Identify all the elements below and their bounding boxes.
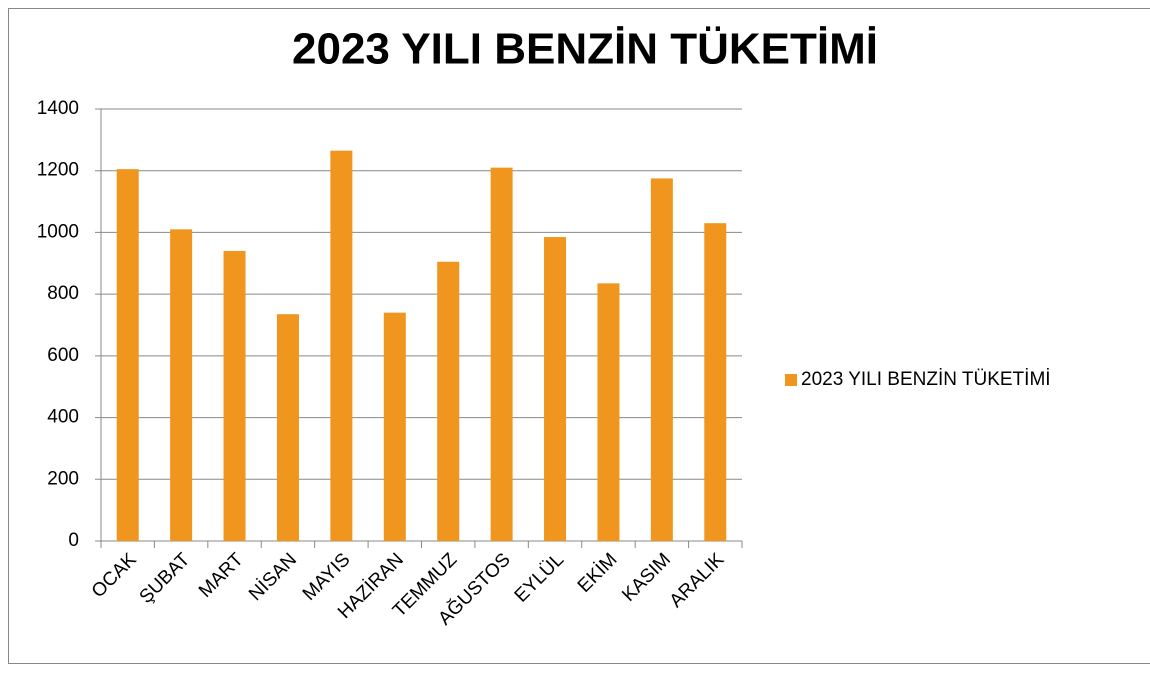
bar — [276, 314, 299, 541]
bar — [544, 237, 567, 542]
bar — [330, 150, 353, 541]
legend-swatch — [785, 374, 797, 386]
chart-title: 2023 YILI BENZİN TÜKETİMİ — [292, 25, 878, 74]
y-tick-label: 400 — [47, 407, 79, 428]
legend-label: 2023 YILI BENZİN TÜKETİMİ — [801, 369, 1051, 390]
bar — [383, 312, 406, 541]
chart-frame — [8, 8, 1150, 664]
bar — [490, 167, 513, 541]
bar — [116, 169, 139, 541]
bar — [170, 229, 193, 542]
bar — [704, 223, 727, 541]
bar — [650, 178, 673, 541]
y-tick-label: 1200 — [37, 160, 79, 181]
bar — [597, 283, 620, 541]
y-tick-label: 1400 — [37, 98, 79, 119]
bar — [223, 250, 246, 541]
y-tick-label: 0 — [68, 530, 79, 551]
y-tick-label: 800 — [47, 283, 79, 304]
bar — [437, 261, 460, 541]
y-tick-label: 1000 — [37, 221, 79, 242]
y-tick-label: 600 — [47, 345, 79, 366]
y-tick-label: 200 — [47, 468, 79, 489]
